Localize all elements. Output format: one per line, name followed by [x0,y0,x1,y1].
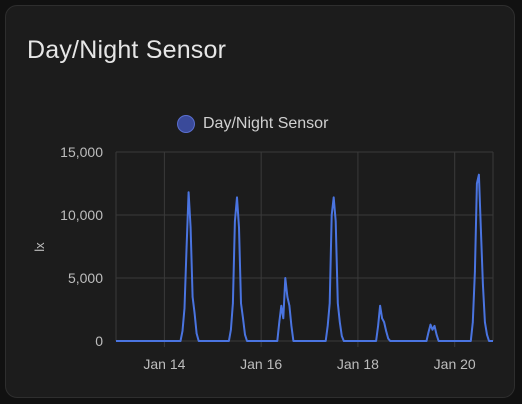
data-point [185,245,188,248]
data-point [328,302,331,305]
data-point [474,270,476,273]
data-point [433,325,436,327]
data-point [290,325,293,327]
data-point [278,321,281,323]
data-point [341,335,343,337]
data-point [242,317,244,320]
data-point [288,304,291,307]
data-point [326,325,329,327]
y-axis-label: lx [32,242,47,252]
x-tick-label: Jan 16 [240,356,282,372]
data-point [486,333,488,336]
y-tick-label: 0 [95,333,103,349]
data-point [427,331,430,334]
sensor-card: Day/Night Sensor Day/Night Sensor [5,5,515,398]
x-tick-label: Jan 14 [143,356,185,372]
data-point [472,321,474,323]
data-point [238,226,240,229]
data-point [334,220,337,223]
data-point [476,182,478,185]
data-point [484,321,486,323]
legend-swatch-icon [177,115,195,133]
legend-label: Day/Night Sensor [203,115,329,132]
data-point [244,333,246,336]
data-point [431,328,434,331]
data-point [284,277,287,279]
data-point [240,302,242,305]
data-point [332,196,335,199]
data-point [480,229,482,231]
data-point [381,317,383,320]
data-point [183,307,186,310]
series-line [116,173,493,342]
data-point [383,321,385,323]
chart-legend[interactable]: Day/Night Sensor [177,115,328,133]
data-point [429,323,432,326]
data-point [191,296,194,298]
data-point [478,173,480,176]
data-point [385,330,387,332]
data-point [181,330,184,332]
x-tick-label: Jan 20 [434,356,476,372]
data-point [339,321,341,323]
data-point [195,332,198,335]
x-tick-label: Jan 18 [337,356,379,372]
y-tick-label: 10,000 [60,207,103,223]
data-point [280,304,283,307]
data-point [435,333,438,336]
y-tick-label: 5,000 [68,270,103,286]
data-point [387,337,390,340]
data-point [234,220,236,223]
data-point [232,302,234,305]
data-point [337,302,339,305]
data-point [482,283,484,286]
data-point [230,328,232,331]
data-point [187,191,190,194]
data-point [330,214,333,216]
data-point [379,304,381,307]
card-title: Day/Night Sensor [27,36,227,64]
data-point [282,317,285,320]
data-point [377,325,379,327]
data-point [286,296,289,298]
data-point [189,226,192,229]
data-point [193,312,196,315]
y-tick-label: 15,000 [60,144,103,160]
data-point [236,196,238,199]
